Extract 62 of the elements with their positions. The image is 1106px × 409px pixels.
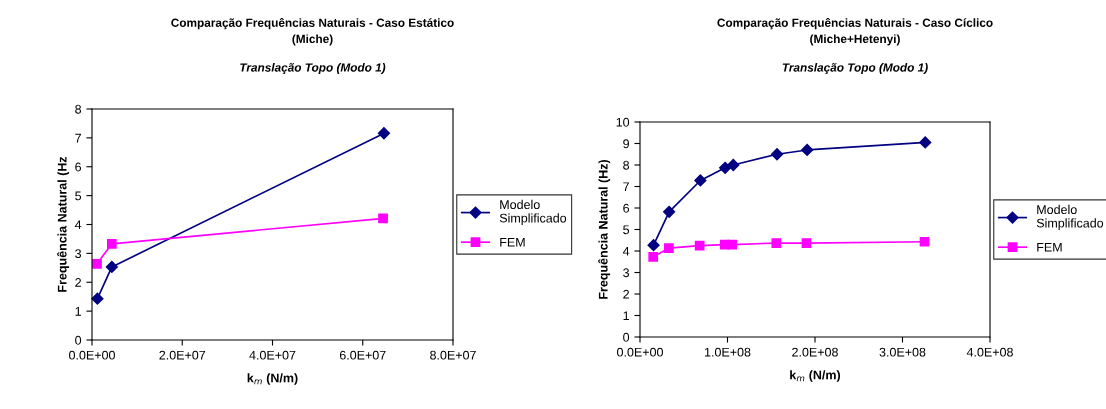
point [727, 239, 738, 250]
point [91, 292, 104, 305]
chart-subtitle: Translação Topo (Modo 1) [782, 63, 928, 74]
y-tick-label: 1 [623, 311, 629, 321]
point [664, 243, 674, 254]
legend-label: Modelo Simplificado [1036, 204, 1104, 230]
y-tick-label: 2 [75, 278, 81, 287]
x-tick-label: 6.0E+07 [339, 350, 386, 360]
point [648, 251, 659, 262]
x-tick-label: 1.0E+08 [705, 347, 751, 357]
point [106, 238, 117, 249]
x-tick-label: 4.0E+07 [249, 350, 296, 360]
y-tick-label: 6 [75, 162, 82, 172]
x-tick-label: 3.0E+08 [879, 347, 926, 357]
point [771, 238, 782, 248]
x-tick-label: 8.0E+07 [430, 350, 476, 360]
legend-label: FEM [1037, 242, 1062, 252]
y-tick-label: 10 [616, 117, 630, 127]
x-tick-label: 2.0E+07 [159, 350, 206, 360]
y-tick-label: 7 [623, 182, 629, 192]
chart-subtitle: Translação Topo (Modo 1) [240, 63, 386, 74]
y-tick-label: 3 [75, 249, 82, 259]
y-tick-label: 8 [623, 160, 630, 170]
y-tick-label: 2 [623, 289, 629, 299]
y-tick-label: 9 [623, 139, 629, 149]
legend-label: Modelo Simplificado [499, 199, 567, 225]
x-tick-label: 0.0E+00 [617, 347, 663, 357]
point [377, 127, 391, 140]
point [801, 238, 812, 248]
y-axis-title: Frequência Natural (Hz [57, 156, 70, 292]
x-tick-label: 2.0E+08 [792, 347, 838, 357]
y-tick-label: 4 [622, 246, 630, 256]
point [105, 260, 118, 274]
x-axis-title: k$_{m}$ (N/m) [247, 373, 298, 385]
point [694, 174, 707, 187]
point [378, 213, 388, 224]
point [92, 258, 102, 269]
x-tick-label: 4.0E+08 [966, 347, 1013, 357]
x-axis-title: k$_{m}$ (N/m) [790, 370, 841, 382]
point [647, 239, 660, 252]
y-tick-label: 0 [623, 332, 630, 342]
y-tick-label: 5 [75, 191, 82, 201]
y-tick-label: 7 [75, 133, 81, 143]
point [919, 236, 930, 247]
chart-title: Comparação Frequências Naturais - Caso Cíclico (Miche+Hetenyi) [717, 18, 993, 46]
point [663, 205, 676, 218]
point [770, 148, 784, 161]
point [694, 240, 705, 251]
y-tick-label: 4 [74, 220, 82, 230]
point [727, 158, 740, 172]
y-tick-label: 5 [623, 225, 630, 235]
y-tick-label: 3 [623, 268, 630, 278]
x-tick-label: 0.0E+00 [69, 350, 115, 360]
y-tick-label: 8 [75, 104, 82, 114]
y-tick-label: 6 [623, 203, 630, 213]
point [919, 136, 932, 149]
point [801, 143, 814, 157]
y-axis-title: Frequência Natural (Hz) [598, 159, 611, 299]
legend-label: FEM [500, 237, 525, 247]
chart-title: Comparação Frequências Naturais - Caso Estático (Miche) [171, 18, 454, 46]
y-tick-label: 1 [75, 307, 81, 316]
y-tick-label: 0 [75, 335, 82, 345]
